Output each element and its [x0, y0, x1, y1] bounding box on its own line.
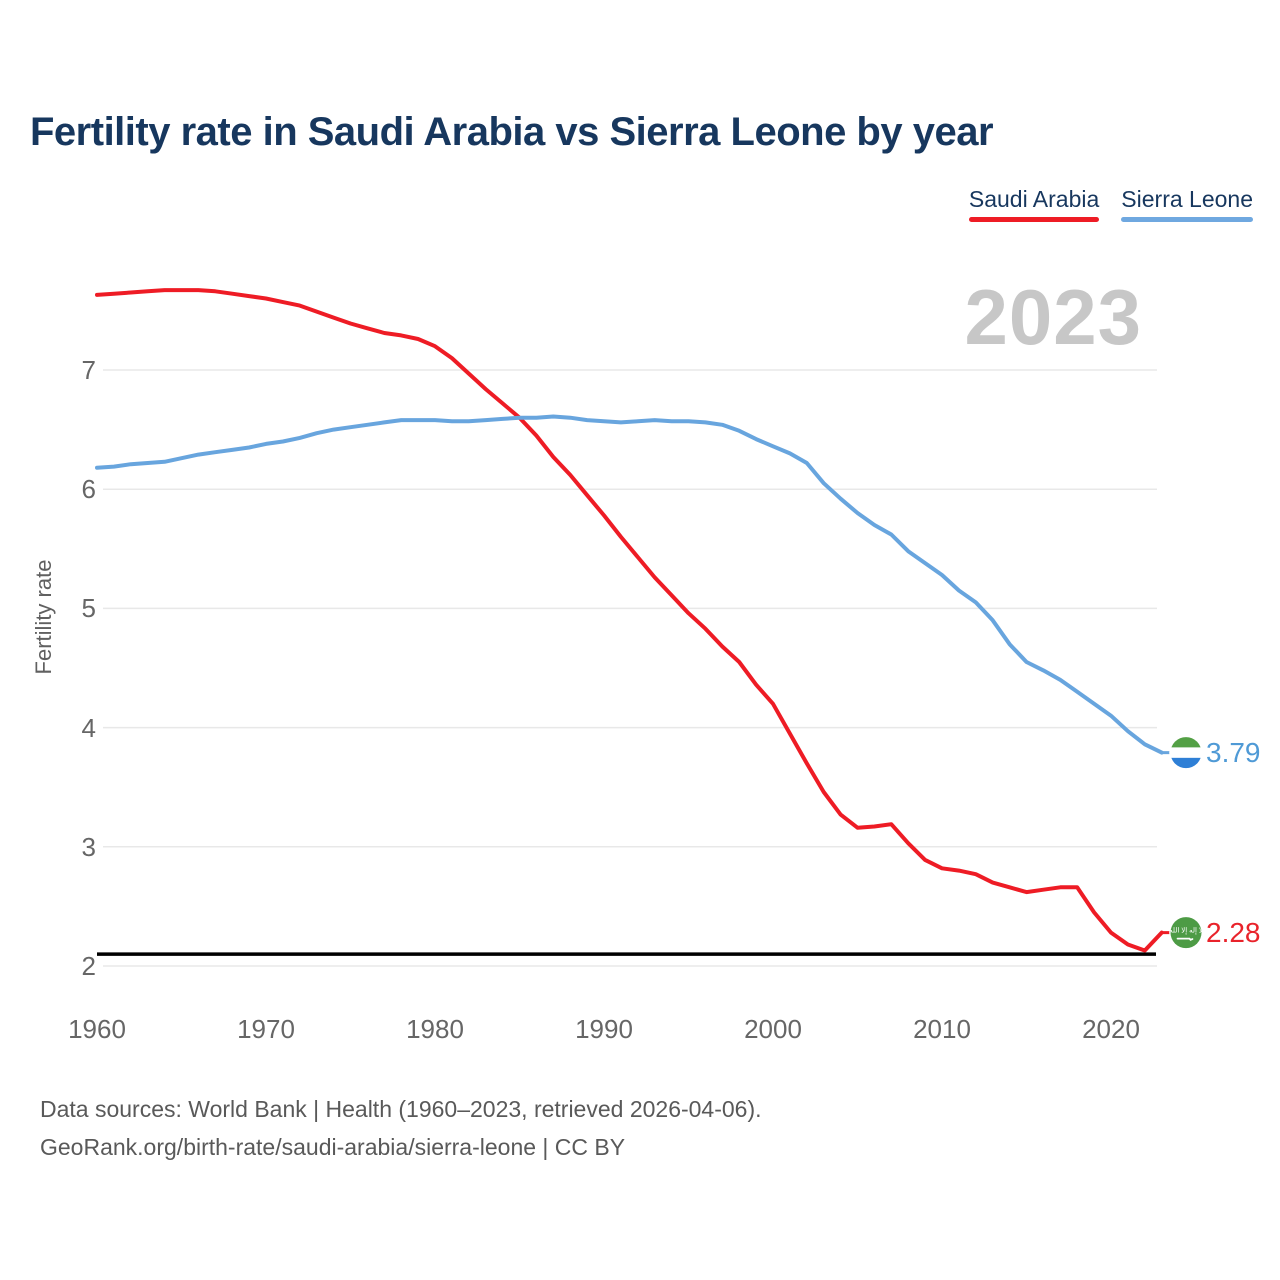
- series-lines: [95, 288, 1164, 953]
- x-tick-label-1980: 1980: [406, 1014, 464, 1044]
- end-value-label-sierra-leone: 3.79: [1206, 736, 1261, 768]
- source-line-1: Data sources: World Bank | Health (1960–…: [40, 1096, 762, 1122]
- legend-label-sierra-leone: Sierra Leone: [1121, 186, 1253, 212]
- source-line-2: GeoRank.org/birth-rate/saudi-arabia/sier…: [40, 1134, 626, 1160]
- y-tick-label-6: 6: [81, 474, 96, 505]
- gridlines: [103, 369, 1157, 967]
- source-attribution: Data sources: World Bank | Health (1960–…: [40, 1090, 762, 1166]
- y-tick-label-4: 4: [81, 712, 96, 743]
- y-tick-label-2: 2: [81, 951, 96, 981]
- x-tick-label-2000: 2000: [744, 1014, 802, 1044]
- end-value-label-saudi-arabia: 2.28: [1206, 916, 1261, 948]
- x-tick-label-1960: 1960: [68, 1014, 126, 1044]
- series-line-sierra-leone: [95, 414, 1164, 755]
- saudi-arabia-flag-icon: لا إله إلا الله: [1169, 915, 1203, 950]
- legend-label-saudi-arabia: Saudi Arabia: [968, 186, 1100, 212]
- legend-item-sierra-leone[interactable]: Sierra Leone: [1121, 186, 1253, 222]
- x-tick-label-1990: 1990: [575, 1014, 633, 1044]
- saudi-flag-script: لا إله إلا الله: [1169, 927, 1203, 935]
- year-watermark: 2023: [964, 273, 1142, 361]
- x-tick-label-1970: 1970: [237, 1014, 295, 1044]
- y-tick-label-5: 5: [81, 593, 96, 624]
- x-tick-label-2020: 2020: [1082, 1014, 1140, 1044]
- line-end-connectors: [1161, 751, 1172, 935]
- legend-color-bar-saudi-arabia: [968, 217, 1100, 222]
- y-tick-label-3: 3: [81, 831, 96, 862]
- x-tick-label-2010: 2010: [913, 1014, 971, 1044]
- legend-item-saudi-arabia[interactable]: Saudi Arabia: [968, 186, 1100, 222]
- page-title: Fertility rate in Saudi Arabia vs Sierra…: [30, 110, 994, 154]
- legend: Saudi Arabia Sierra Leone: [968, 186, 1253, 222]
- sierra-leone-flag-icon: [1169, 735, 1203, 770]
- legend-color-bar-sierra-leone: [1121, 217, 1253, 222]
- series-line-saudi-arabia: [95, 288, 1164, 953]
- y-tick-label-7: 7: [81, 355, 96, 385]
